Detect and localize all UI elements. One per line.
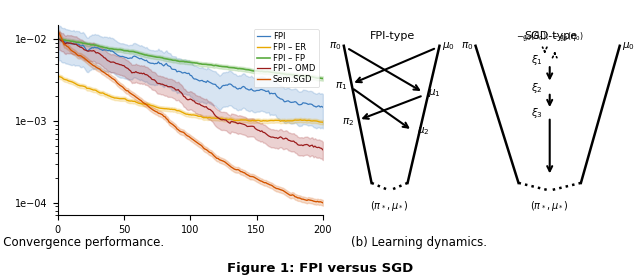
FPI (56, 37, 64, 41)
Line: FPI: FPI (59, 39, 323, 107)
FPI – ER (306, 119, 314, 122)
Text: $\pi_1$: $\pi_1$ (335, 80, 347, 92)
Legend: FPI, FPI – ER, FPI – FP, FPI – OMD, Sem.SGD: FPI, FPI – ER, FPI – FP, FPI – OMD, Sem.… (254, 29, 319, 87)
Text: FPI-type: FPI-type (370, 31, 415, 41)
Sem.SGD (319, 201, 326, 205)
Text: $\pi_2$: $\pi_2$ (342, 116, 354, 128)
Sem.SGD (66, 47, 74, 50)
FPI – FP (298, 75, 305, 78)
Text: $(\pi_*, \mu_*)$: $(\pi_*, \mu_*)$ (531, 199, 569, 213)
Text: $\mu_2$: $\mu_2$ (417, 126, 429, 137)
FPI – FP (127, 50, 134, 53)
FPI (307, 102, 315, 106)
FPI – FP (56, 38, 64, 41)
FPI (319, 105, 326, 109)
FPI – OMD (104, 59, 112, 62)
Text: $\xi_2$: $\xi_2$ (531, 81, 543, 95)
FPI – FP (106, 47, 113, 50)
FPI – FP (67, 40, 75, 43)
Line: FPI – OMD: FPI – OMD (59, 39, 323, 150)
FPI – FP (307, 75, 315, 79)
Text: $\mu_0$: $\mu_0$ (622, 40, 635, 52)
FPI – ER (55, 75, 63, 78)
FPI (127, 56, 134, 60)
Line: Sem.SGD: Sem.SGD (59, 33, 323, 203)
Text: $(\pi_*, \mu_*)$: $(\pi_*, \mu_*)$ (371, 199, 409, 213)
FPI – FP (72, 41, 80, 44)
FPI – ER (66, 79, 74, 83)
FPI – ER (71, 82, 79, 85)
FPI (106, 48, 113, 52)
Text: $\mu_0$: $\mu_0$ (442, 40, 454, 52)
FPI – OMD (125, 68, 133, 71)
FPI – FP (55, 38, 63, 41)
Sem.SGD (71, 51, 79, 54)
Sem.SGD (104, 73, 112, 77)
Sem.SGD (296, 197, 304, 200)
Sem.SGD (125, 91, 133, 94)
Text: $\pi_0$: $\pi_0$ (461, 40, 474, 52)
FPI (298, 103, 305, 106)
FPI (72, 42, 80, 46)
FPI – OMD (55, 38, 63, 41)
Line: FPI – FP: FPI – FP (59, 39, 323, 78)
Line: FPI – ER: FPI – ER (59, 76, 323, 122)
Text: $\mu_1$: $\mu_1$ (428, 87, 440, 99)
Text: $-\mathfrak{g}_0(\theta_0);-\mathfrak{g}_0(\eta_0)$: $-\mathfrak{g}_0(\theta_0);-\mathfrak{g}… (516, 30, 584, 43)
FPI – ER (125, 99, 133, 103)
Text: (a) Convergence performance.: (a) Convergence performance. (0, 236, 164, 249)
Text: Figure 1: FPI versus SGD: Figure 1: FPI versus SGD (227, 262, 413, 275)
FPI – ER (319, 121, 326, 124)
FPI – OMD (71, 43, 79, 46)
FPI (55, 38, 63, 41)
Sem.SGD (306, 198, 314, 202)
Sem.SGD (55, 31, 63, 34)
Text: SGD-type: SGD-type (524, 31, 577, 41)
FPI – FP (319, 77, 326, 80)
FPI – ER (104, 94, 112, 97)
Text: $\pi_0$: $\pi_0$ (329, 40, 342, 52)
FPI (67, 42, 75, 46)
Text: $\xi_1$: $\xi_1$ (531, 53, 543, 67)
Text: $\xi_3$: $\xi_3$ (531, 106, 543, 120)
FPI – OMD (306, 145, 314, 148)
FPI – OMD (296, 144, 304, 147)
FPI – OMD (319, 148, 326, 152)
FPI – OMD (66, 41, 74, 45)
Text: (b) Learning dynamics.: (b) Learning dynamics. (351, 236, 487, 249)
FPI – ER (296, 118, 304, 121)
